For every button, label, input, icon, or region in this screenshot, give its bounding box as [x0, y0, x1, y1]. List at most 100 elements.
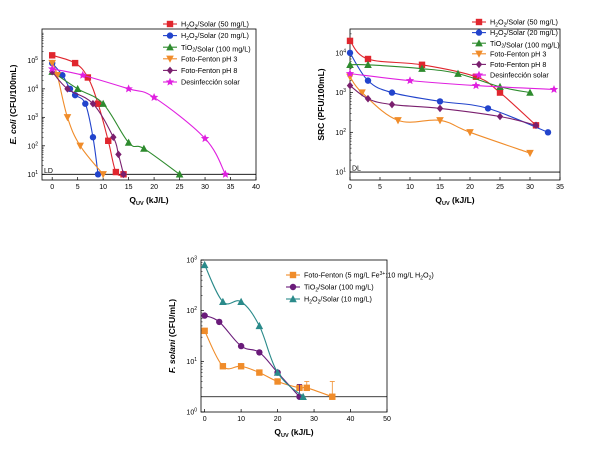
data-point: [149, 93, 159, 101]
y-tick-label: 102: [335, 128, 346, 137]
data-point: [89, 134, 97, 141]
data-point: [115, 150, 122, 159]
data-point: [237, 297, 245, 305]
legend-marker: [475, 60, 483, 69]
data-point: [496, 112, 504, 121]
legend-label: Foto-Fenton (5 mg/L Fe3+:10 mg/L H2O2): [304, 271, 434, 282]
legend-marker: [166, 43, 174, 51]
data-point: [472, 73, 480, 80]
y-tick-label: 100: [186, 408, 197, 417]
legend-label: TiO2/Solar (100 mg/L): [181, 43, 251, 54]
data-point: [216, 318, 223, 326]
data-point: [78, 70, 87, 79]
data-point: [140, 144, 148, 152]
data-point: [89, 99, 97, 108]
legend-marker: [475, 18, 483, 26]
data-point: [219, 297, 227, 305]
series-4: [48, 59, 107, 179]
data-point: [526, 149, 534, 158]
series-1: [201, 327, 336, 400]
legend-entry: Foto-Fenton pH 3: [472, 49, 546, 58]
legend-entry: TiO2/Solar (100 mg/L): [472, 39, 560, 50]
x-tick-label: 40: [347, 416, 355, 423]
data-point: [59, 72, 66, 79]
y-tick-label: 102: [186, 306, 197, 315]
x-tick-label: 10: [237, 416, 245, 423]
data-point: [484, 105, 492, 112]
chart-src: 0 5 10 15 20 25 30 35 101 102 103 104 QUV (kJ/L) SRC …: [316, 18, 564, 207]
data-point: [364, 77, 372, 84]
x-tick-label: 0: [203, 416, 207, 423]
data-point: [329, 393, 336, 400]
x-tick-label: 20: [466, 184, 474, 191]
y-tick-label: 101: [186, 357, 197, 366]
data-point: [201, 312, 208, 319]
data-point: [405, 76, 415, 85]
legend-entry: H2O2/Solar (10 mg/L): [286, 295, 372, 305]
plot-frame: [200, 259, 388, 413]
legend-entry: H2O2/Solar (20 mg/L): [472, 28, 558, 39]
x-tick-label: 20: [150, 184, 158, 191]
data-point: [124, 138, 133, 146]
legend-entry: Desinfección solar: [472, 70, 549, 80]
data-point: [299, 392, 307, 400]
data-point: [471, 81, 481, 90]
data-point: [466, 129, 474, 137]
data-point: [358, 89, 366, 97]
x-tick-label: 35: [227, 184, 235, 191]
y-axis-label: F. solani (CFU/mL): [167, 299, 177, 373]
series-line: [349, 73, 555, 90]
data-point: [346, 81, 354, 90]
legend-entry: Foto-Fenton pH 8: [472, 60, 546, 69]
series-4: [346, 73, 534, 158]
legend-label: Desinfección solar: [181, 78, 240, 87]
legend-label: H2O2/Solar (50 mg/L): [490, 18, 558, 29]
x-tick-label: 5: [76, 184, 80, 191]
data-point: [345, 69, 355, 78]
series-2: [346, 49, 552, 136]
data-point: [532, 121, 540, 130]
legend-label: TiO2/Solar (100 mg/L): [490, 39, 560, 50]
data-point: [255, 321, 264, 330]
y-tick-label: 104: [335, 48, 346, 57]
data-point: [112, 168, 120, 176]
data-point: [200, 260, 209, 269]
data-point: [346, 37, 354, 45]
y-tick-label: 101: [335, 168, 346, 177]
y-axis-label: E. coli (CFU/100mL): [8, 64, 18, 144]
x-tick-label: 30: [526, 184, 534, 191]
y-tick-label: 104: [27, 84, 38, 93]
series-6: [345, 69, 559, 93]
data-point: [346, 60, 354, 69]
legend-entry: Foto-Fenton pH 8: [163, 66, 237, 75]
legend-label: Foto-Fenton pH 3: [181, 54, 237, 63]
legend-entry: Foto-Fenton (5 mg/L Fe3+:10 mg/L H2O2): [286, 271, 434, 282]
legend-marker: [166, 55, 174, 63]
legend-label: TiO2/Solar (100 mg/L): [304, 283, 374, 294]
data-point: [201, 327, 208, 335]
legend-marker: [475, 50, 483, 58]
x-tick-label: 50: [383, 416, 391, 423]
x-tick-label: 40: [252, 184, 260, 191]
data-point: [48, 52, 56, 59]
series-line: [349, 85, 537, 126]
data-point: [549, 85, 559, 93]
x-tick-label: 0: [50, 184, 54, 191]
x-tick-label: 25: [176, 184, 184, 191]
legend-label: Foto-Fenton pH 8: [490, 60, 546, 69]
legend-entry: Desinfección solar: [163, 77, 240, 87]
data-point: [496, 89, 504, 96]
series-line: [349, 76, 531, 154]
y-tick-label: 103: [335, 88, 346, 97]
data-point: [273, 368, 282, 376]
legend-label: Foto-Fenton pH 3: [490, 49, 546, 58]
series-line: [204, 264, 304, 398]
x-axis-label: QUV (kJ/L): [274, 427, 313, 439]
legend-label: H2O2/Solar (20 mg/L): [490, 28, 558, 39]
legend-entry: TiO2/Solar (100 mg/L): [163, 43, 251, 54]
data-point: [94, 171, 102, 178]
legend-entry: H2O2/Solar (20 mg/L): [163, 31, 249, 42]
legend-entry: TiO2/Solar (100 mg/L): [286, 283, 374, 294]
data-point: [105, 137, 112, 144]
